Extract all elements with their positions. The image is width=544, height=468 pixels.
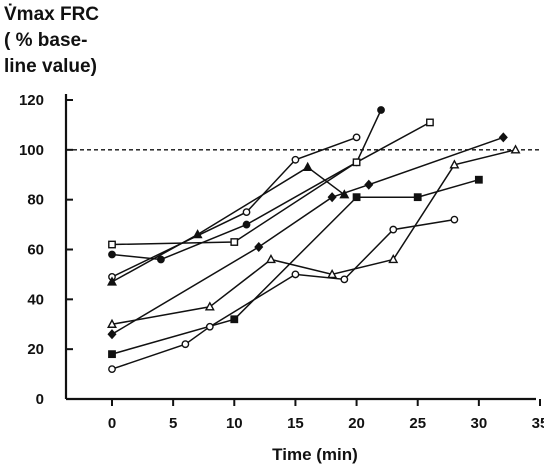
series-3 <box>108 118 434 249</box>
data-point-circle-open <box>181 340 190 349</box>
y-tick-label: 0 <box>36 391 44 408</box>
data-point-triangle-open <box>204 301 215 311</box>
data-point-diamond-filled <box>107 329 117 340</box>
data-point-triangle-filled <box>107 276 117 286</box>
data-point-square-open <box>108 240 116 249</box>
data-point-diamond-filled <box>364 179 374 190</box>
data-point-circle-filled <box>157 255 165 264</box>
series-line <box>111 166 345 283</box>
series-line <box>111 121 431 246</box>
data-point-diamond-filled <box>254 241 264 253</box>
series-group <box>107 106 521 373</box>
data-point-square-filled <box>230 315 239 324</box>
data-point-square-filled <box>413 193 422 202</box>
series-5 <box>107 132 508 340</box>
data-point-triangle-open <box>449 159 460 169</box>
series-1 <box>108 106 385 264</box>
y-tick-label: 60 <box>27 242 44 259</box>
data-point-diamond-filled <box>498 132 508 143</box>
y-tick-label: 120 <box>19 92 44 109</box>
y-tick-label: 80 <box>27 192 44 209</box>
y-axis-label-line-3: line value) <box>4 56 97 77</box>
series-8 <box>108 215 459 373</box>
x-tick-label: 0 <box>108 415 116 432</box>
series-line <box>111 178 480 355</box>
x-tick-label: 25 <box>409 415 426 432</box>
data-point-circle-open <box>108 365 116 373</box>
series-line <box>111 109 382 261</box>
x-tick-label: 15 <box>287 415 304 432</box>
y-tick-label: 20 <box>27 341 44 358</box>
series-6 <box>108 175 483 359</box>
data-point-circle-open <box>340 275 349 284</box>
y-axis-label-line-2: ( % base- <box>4 30 88 51</box>
data-point-square-filled <box>108 350 116 359</box>
data-point-square-open <box>230 238 239 246</box>
data-point-circle-filled <box>242 220 251 229</box>
data-point-square-filled <box>474 175 483 184</box>
data-point-circle-open <box>291 270 300 279</box>
x-tick-label: 35 <box>532 415 544 432</box>
y-axis-label-line-1: V̇max FRC <box>4 4 100 25</box>
x-tick-label: 30 <box>471 415 488 432</box>
series-4 <box>107 161 350 286</box>
data-point-triangle-open <box>388 253 399 264</box>
data-point-circle-open <box>242 208 251 217</box>
data-point-square-open <box>352 158 361 167</box>
data-point-square-filled <box>352 193 361 202</box>
data-point-square-open <box>426 118 434 127</box>
data-point-triangle-open <box>107 318 117 328</box>
data-point-circle-open <box>389 225 398 234</box>
data-point-circle-open <box>291 155 300 164</box>
series-line <box>111 218 455 370</box>
x-tick-label: 5 <box>169 415 177 432</box>
data-point-circle-open <box>352 133 361 142</box>
x-tick-label: 10 <box>226 415 243 432</box>
y-tick-label: 40 <box>27 291 44 308</box>
axes: 0 20 40 60 80 100 120 0 5 10 15 20 25 30 35 <box>19 92 544 432</box>
series-line <box>111 136 357 278</box>
data-point-circle-open <box>450 215 459 224</box>
data-point-diamond-filled <box>327 192 337 203</box>
data-point-circle-filled <box>377 106 385 114</box>
data-point-triangle-open <box>265 253 276 264</box>
x-axis-label: Time (min) <box>272 445 358 464</box>
data-point-triangle-filled <box>192 229 203 239</box>
data-point-circle-open <box>205 322 214 331</box>
data-point-triangle-filled <box>302 161 313 171</box>
data-point-triangle-open <box>327 268 338 279</box>
y-tick-label: 100 <box>19 142 44 159</box>
x-tick-label: 20 <box>348 415 365 432</box>
data-point-triangle-open <box>510 144 521 154</box>
data-point-circle-filled <box>108 250 116 259</box>
